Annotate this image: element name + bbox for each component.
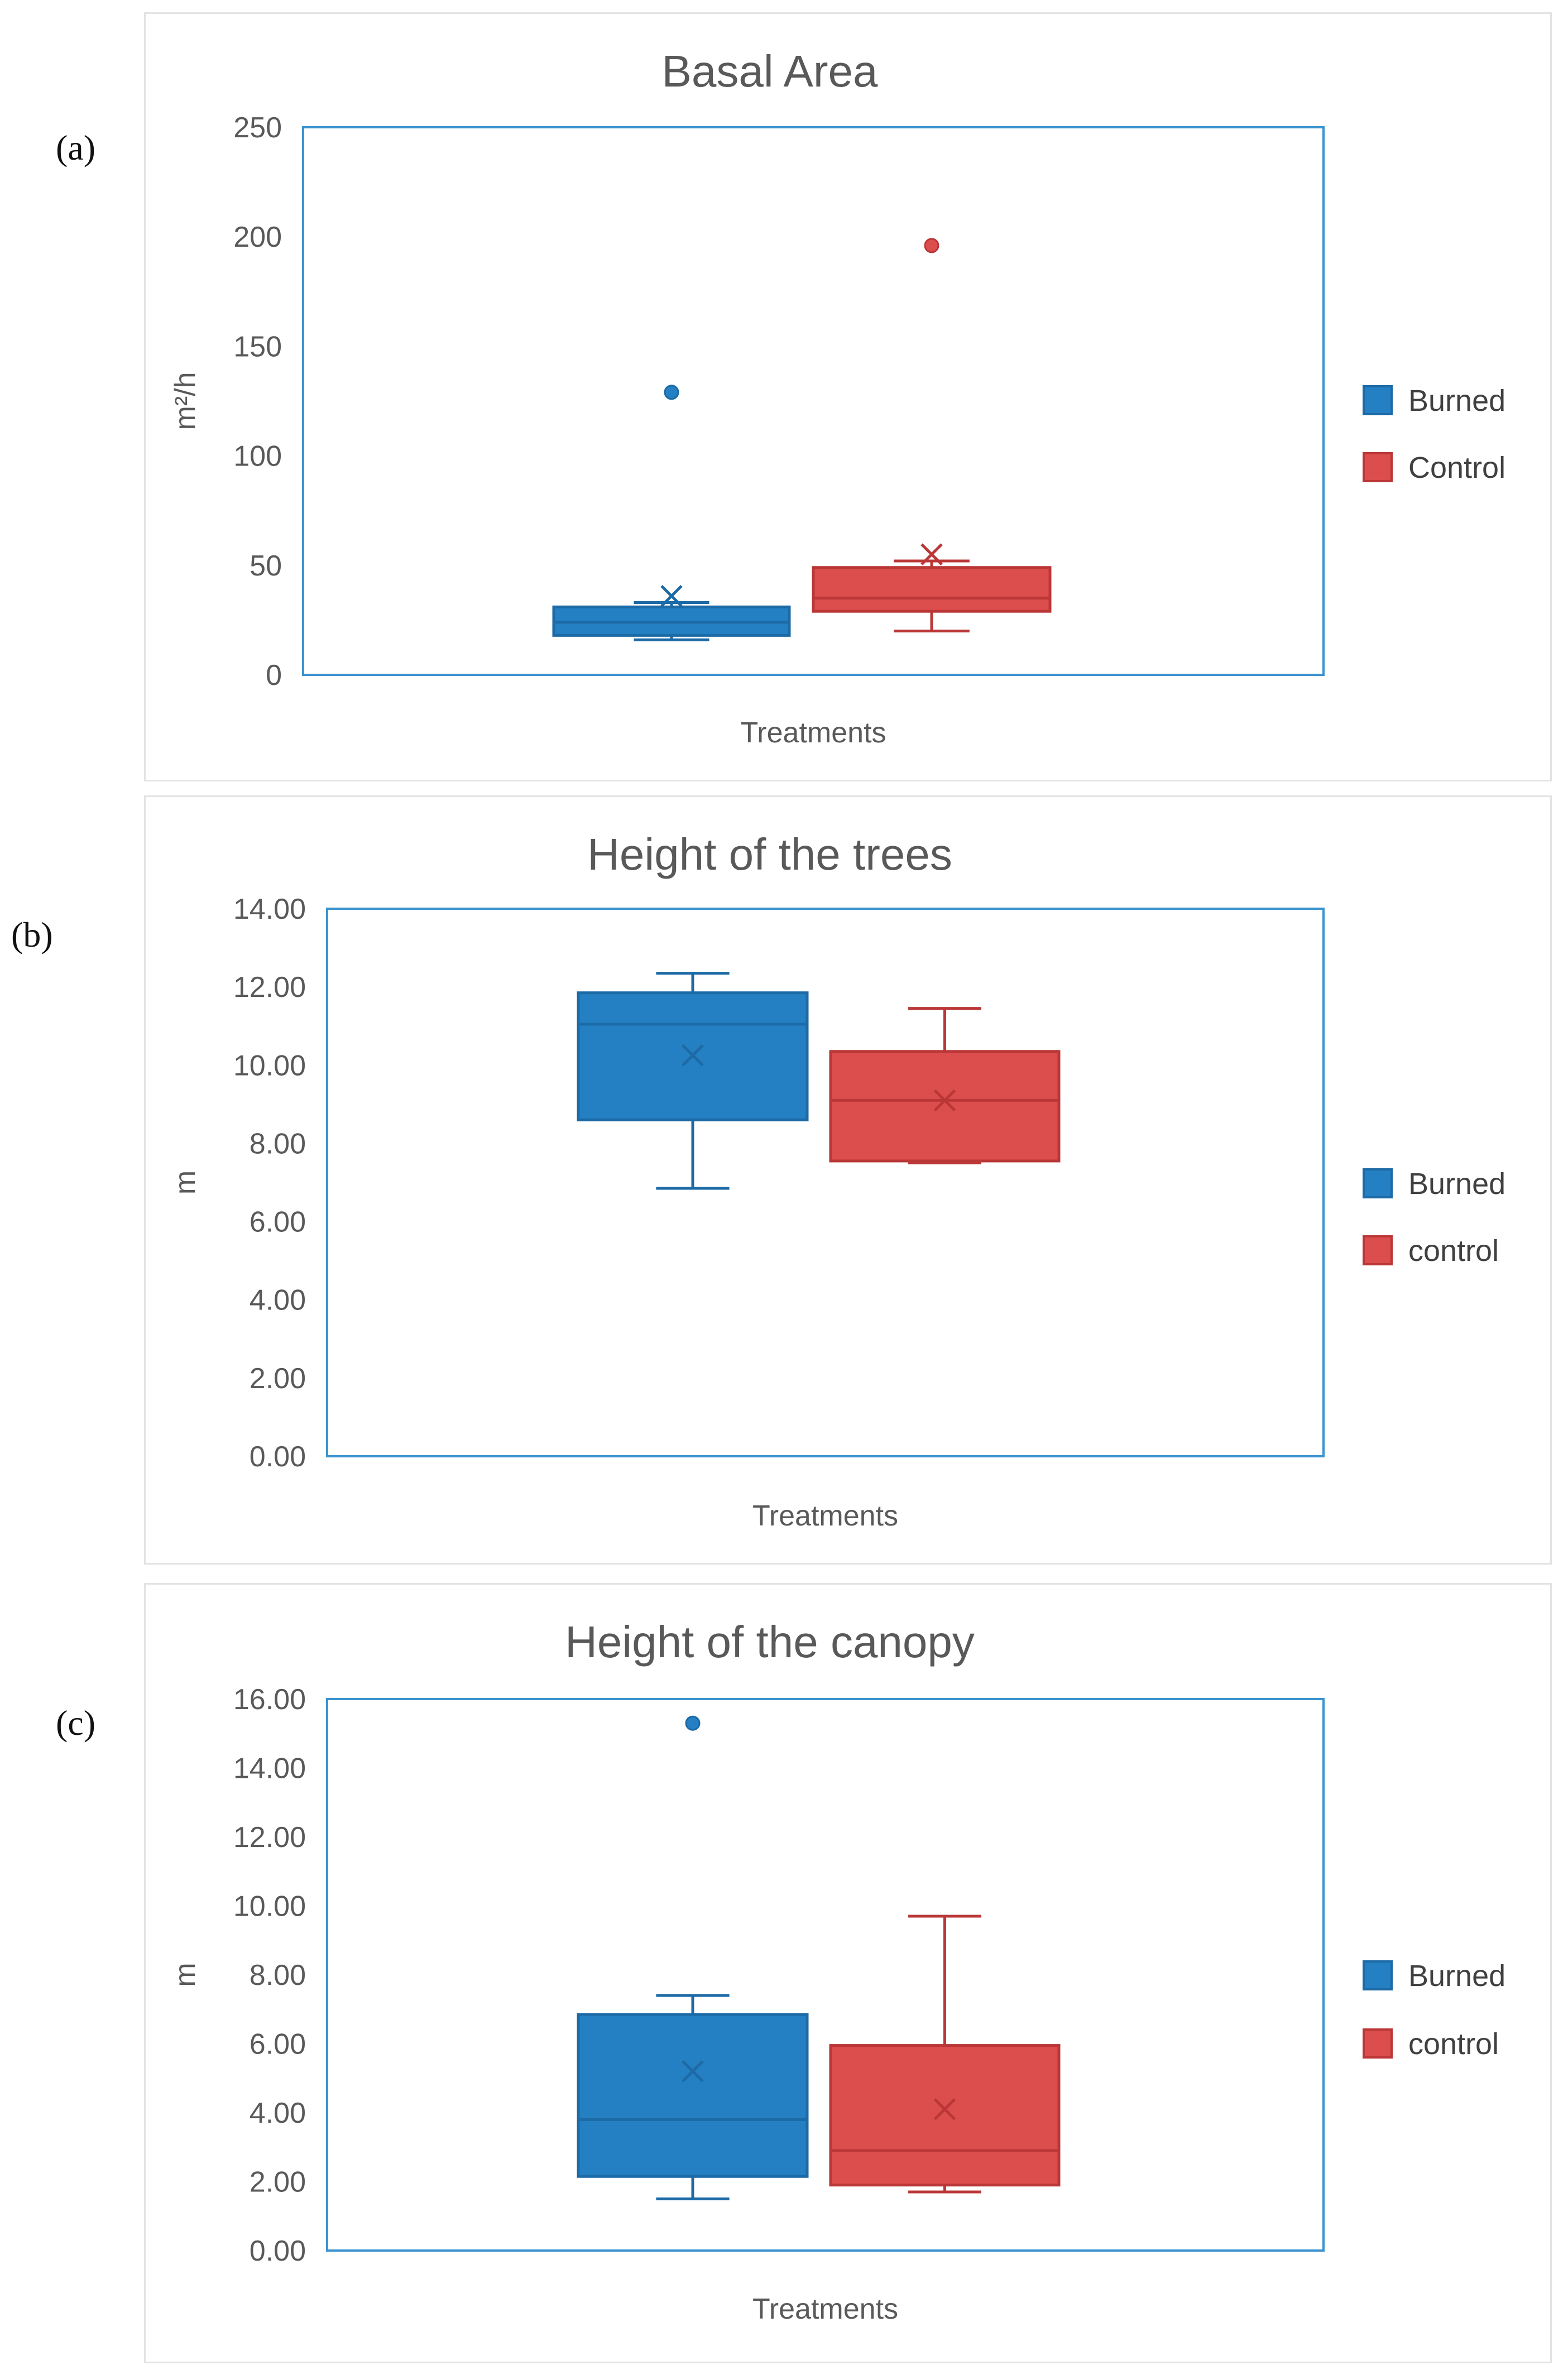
y-tick-label: 0.00 [250,2235,306,2267]
mean-marker [920,543,943,565]
legend-label-burned: Burned [1408,384,1505,418]
mean-marker [933,2098,956,2120]
chart-title: Height of the trees [587,829,952,879]
legend-label-burned: Burned [1408,1959,1505,1993]
iqr-box [577,2013,809,2178]
box-burned [577,972,809,1190]
x-axis-title: Treatments [752,2293,898,2325]
iqr-box [829,2044,1061,2187]
x-axis-title: Treatments [752,1500,898,1532]
panel-label-b: (b) [11,915,53,954]
mean-marker [933,1089,956,1112]
y-axis-title: m²/h [169,372,202,430]
outlier-point [924,238,939,253]
y-tick-label: 100 [233,440,282,473]
chart-frame-basal-area: Basal Area 0 50 100 150 200 250 m²/h Treatments B… [144,12,1552,781]
y-tick-label: 8.00 [250,1959,306,1992]
y-tick-label: 14.00 [233,1753,306,1785]
box-control [812,238,1052,633]
y-tick-label: 12.00 [233,971,306,1004]
legend-swatch-burned [1363,385,1393,415]
y-tick-label: 250 [233,112,282,144]
legend-swatch-burned [1363,1168,1393,1198]
y-tick-label: 6.00 [250,2028,306,2061]
mean-marker [682,1044,704,1067]
y-tick-label: 10.00 [233,1891,306,1923]
legend-label-control: control [1408,2027,1499,2061]
y-tick-label: 8.00 [250,1128,306,1160]
outlier-point [664,385,679,400]
chart-title: Height of the canopy [565,1617,975,1667]
chart-tree-height: Height of the trees 0.00 2.00 4.00 6.00 8.00 1… [169,829,1505,1532]
panel-label-a: (a) [56,128,96,167]
y-axis-title: m [169,1170,202,1194]
outlier-point [685,1715,701,1731]
y-tick-label: 16.00 [233,1683,306,1716]
iqr-box [812,566,1052,613]
y-tick-label: 14.00 [233,893,306,925]
plot-area-border [326,1698,1325,2252]
chart-frame-canopy-height: Height of the canopy 0.00 2.00 4.00 6.00 8.00… [144,1583,1552,2363]
y-tick-label: 10.00 [233,1049,306,1082]
legend-label-burned: Burned [1408,1167,1505,1201]
legend-swatch-control [1363,1235,1393,1265]
y-axis-title: m [169,1963,202,1987]
y-tick-label: 4.00 [250,1284,306,1317]
mean-marker [660,584,683,607]
legend-label-control: control [1408,1234,1499,1268]
box-burned [577,1715,809,2200]
y-tick-label: 2.00 [250,1362,306,1395]
chart-canopy-height: Height of the canopy 0.00 2.00 4.00 6.00 8.00… [169,1617,1505,2325]
y-tick-label: 6.00 [250,1206,306,1239]
y-tick-label: 0 [266,659,282,692]
legend-label-control: Control [1408,451,1505,484]
box-control [829,1007,1061,1164]
legend-swatch-control [1363,452,1393,482]
y-tick-label: 0.00 [250,1441,306,1473]
panel-label-c: (c) [56,1703,96,1743]
plot-area-border [302,126,1325,676]
x-axis-title: Treatments [740,717,886,749]
y-tick-label: 200 [233,221,282,253]
mean-marker [682,2060,704,2083]
chart-frame-tree-height: Height of the trees 0.00 2.00 4.00 6.00 8.00 1… [144,795,1552,1565]
y-tick-label: 2.00 [250,2166,306,2199]
y-tick-label: 50 [250,550,282,582]
box-burned [552,385,791,641]
legend-swatch-control [1363,2028,1393,2059]
chart-basal-area: Basal Area 0 50 100 150 200 250 m²/h Treatments B… [169,46,1505,749]
chart-title: Basal Area [662,46,878,96]
y-tick-label: 4.00 [250,2097,306,2129]
legend-swatch-burned [1363,1960,1393,1990]
plot-area-border [326,908,1325,1457]
box-control [829,1915,1061,2194]
iqr-box [829,1050,1061,1163]
y-tick-label: 150 [233,330,282,363]
y-tick-label: 12.00 [233,1821,306,1854]
